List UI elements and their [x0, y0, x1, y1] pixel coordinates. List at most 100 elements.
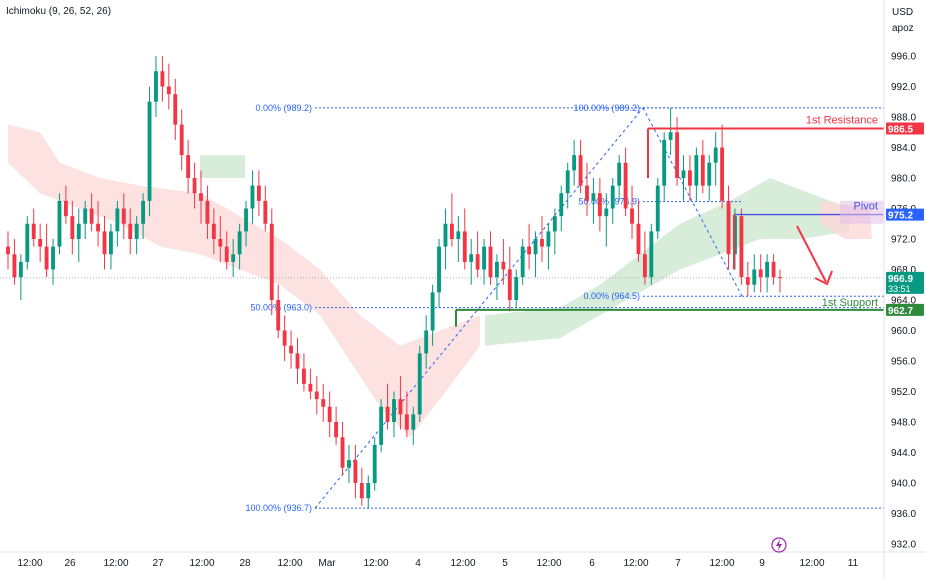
candle-body — [591, 193, 596, 201]
candle-body — [276, 300, 281, 331]
candle-body — [173, 94, 178, 125]
y-tick-label: 968.0 — [891, 265, 916, 276]
forecast-arrow-head — [814, 270, 833, 286]
flash-icon — [771, 537, 787, 553]
candle-body — [308, 383, 313, 392]
candle-body — [462, 231, 467, 262]
candle-body — [604, 208, 609, 217]
candle-body — [771, 261, 776, 278]
candle-body — [681, 170, 686, 178]
y-tick-label: 980.0 — [891, 174, 916, 185]
candle-body — [314, 391, 319, 400]
x-tick-label: 9 — [759, 558, 765, 569]
x-tick-label: 6 — [589, 558, 595, 569]
candle-body — [443, 223, 448, 247]
x-tick-label: 4 — [415, 558, 421, 569]
candle-body — [256, 185, 261, 201]
candle-body — [263, 200, 268, 224]
candle-body — [205, 200, 210, 224]
candle-body — [642, 254, 647, 278]
candle-body — [224, 246, 229, 262]
x-tick-label: 12:00 — [536, 558, 561, 569]
candle-body — [96, 223, 100, 232]
x-tick-label: 12:00 — [363, 558, 388, 569]
y-tick-label: 992.0 — [891, 82, 916, 93]
x-tick-label: 12:00 — [623, 558, 648, 569]
y-tick-label: 944.0 — [891, 448, 916, 459]
candle-body — [456, 231, 461, 239]
price-tag-1st-resistance: 986.5 — [886, 122, 924, 135]
candle-body — [578, 155, 583, 186]
candle-body — [726, 200, 731, 255]
y-tick-label: 960.0 — [891, 326, 916, 337]
candle-body — [244, 208, 248, 232]
candle-body — [385, 406, 390, 422]
candle-body — [392, 399, 396, 422]
candle-body — [76, 223, 81, 239]
fib-level-label: 100.00% (936.7) — [245, 503, 312, 513]
candle-body — [404, 414, 409, 430]
candle-body — [269, 223, 274, 300]
currency-label: USD — [892, 7, 913, 18]
y-tick-label: 952.0 — [891, 387, 916, 398]
candle-body — [141, 200, 146, 224]
y-tick-label: 940.0 — [891, 479, 916, 490]
scale-mode-label: apoz — [892, 23, 914, 34]
candle-body — [334, 422, 339, 438]
indicator-label: Ichimoku (9, 26, 52, 26) — [6, 6, 112, 17]
fib-level-label: 0.00% (989.2) — [255, 103, 312, 113]
candle-body — [211, 223, 216, 239]
candle-body — [417, 353, 422, 415]
candle-body — [514, 277, 519, 300]
y-tick-label: 972.0 — [891, 235, 916, 246]
candle-body — [57, 200, 62, 247]
candle-body — [38, 239, 43, 247]
candle-body — [398, 399, 403, 415]
candle-body — [83, 208, 88, 224]
candle-body — [134, 223, 139, 239]
candle-body — [70, 216, 75, 239]
candle-body — [597, 193, 602, 217]
candle-body — [610, 185, 615, 209]
x-tick-label: 12:00 — [189, 558, 214, 569]
candle-body — [199, 193, 203, 201]
cloud-bull-area — [200, 155, 245, 178]
candle-body — [623, 162, 628, 209]
x-tick-label: 7 — [675, 558, 681, 569]
candle-body — [89, 208, 94, 224]
candle-body — [347, 460, 351, 468]
candle-body — [102, 231, 107, 255]
candle-body — [649, 231, 654, 278]
price-tag-value: 986.5 — [888, 124, 913, 135]
candle-body — [321, 399, 326, 407]
x-tick-label: 27 — [152, 558, 164, 569]
candle-body — [694, 155, 699, 186]
candle-body — [289, 345, 293, 354]
candle-body — [520, 246, 525, 278]
cloud-bear-area — [8, 124, 480, 438]
y-tick-label: 996.0 — [891, 52, 916, 63]
candle-body — [366, 483, 371, 499]
price-tag-last: 966.933:51 — [886, 271, 924, 294]
candle-body — [179, 124, 184, 156]
candle-body — [527, 246, 532, 255]
candle-body — [507, 269, 512, 300]
candle-body — [449, 223, 454, 239]
price-tag-value: 962.7 — [888, 306, 913, 317]
candle-body — [533, 239, 538, 255]
candle-body — [166, 86, 171, 95]
candle-body — [488, 246, 493, 278]
resistance-label: 1st Resistance — [806, 114, 878, 126]
y-tick-label: 948.0 — [891, 418, 916, 429]
candle-body — [115, 208, 120, 232]
candle-body — [662, 139, 667, 186]
candle-body — [372, 444, 377, 483]
candle-body — [302, 368, 306, 384]
candle-body — [359, 483, 364, 499]
fib-level-label: 50.00% (976.9) — [578, 197, 640, 207]
candle-body — [482, 246, 486, 270]
candle-body — [186, 155, 191, 178]
x-tick-label: 12:00 — [799, 558, 824, 569]
